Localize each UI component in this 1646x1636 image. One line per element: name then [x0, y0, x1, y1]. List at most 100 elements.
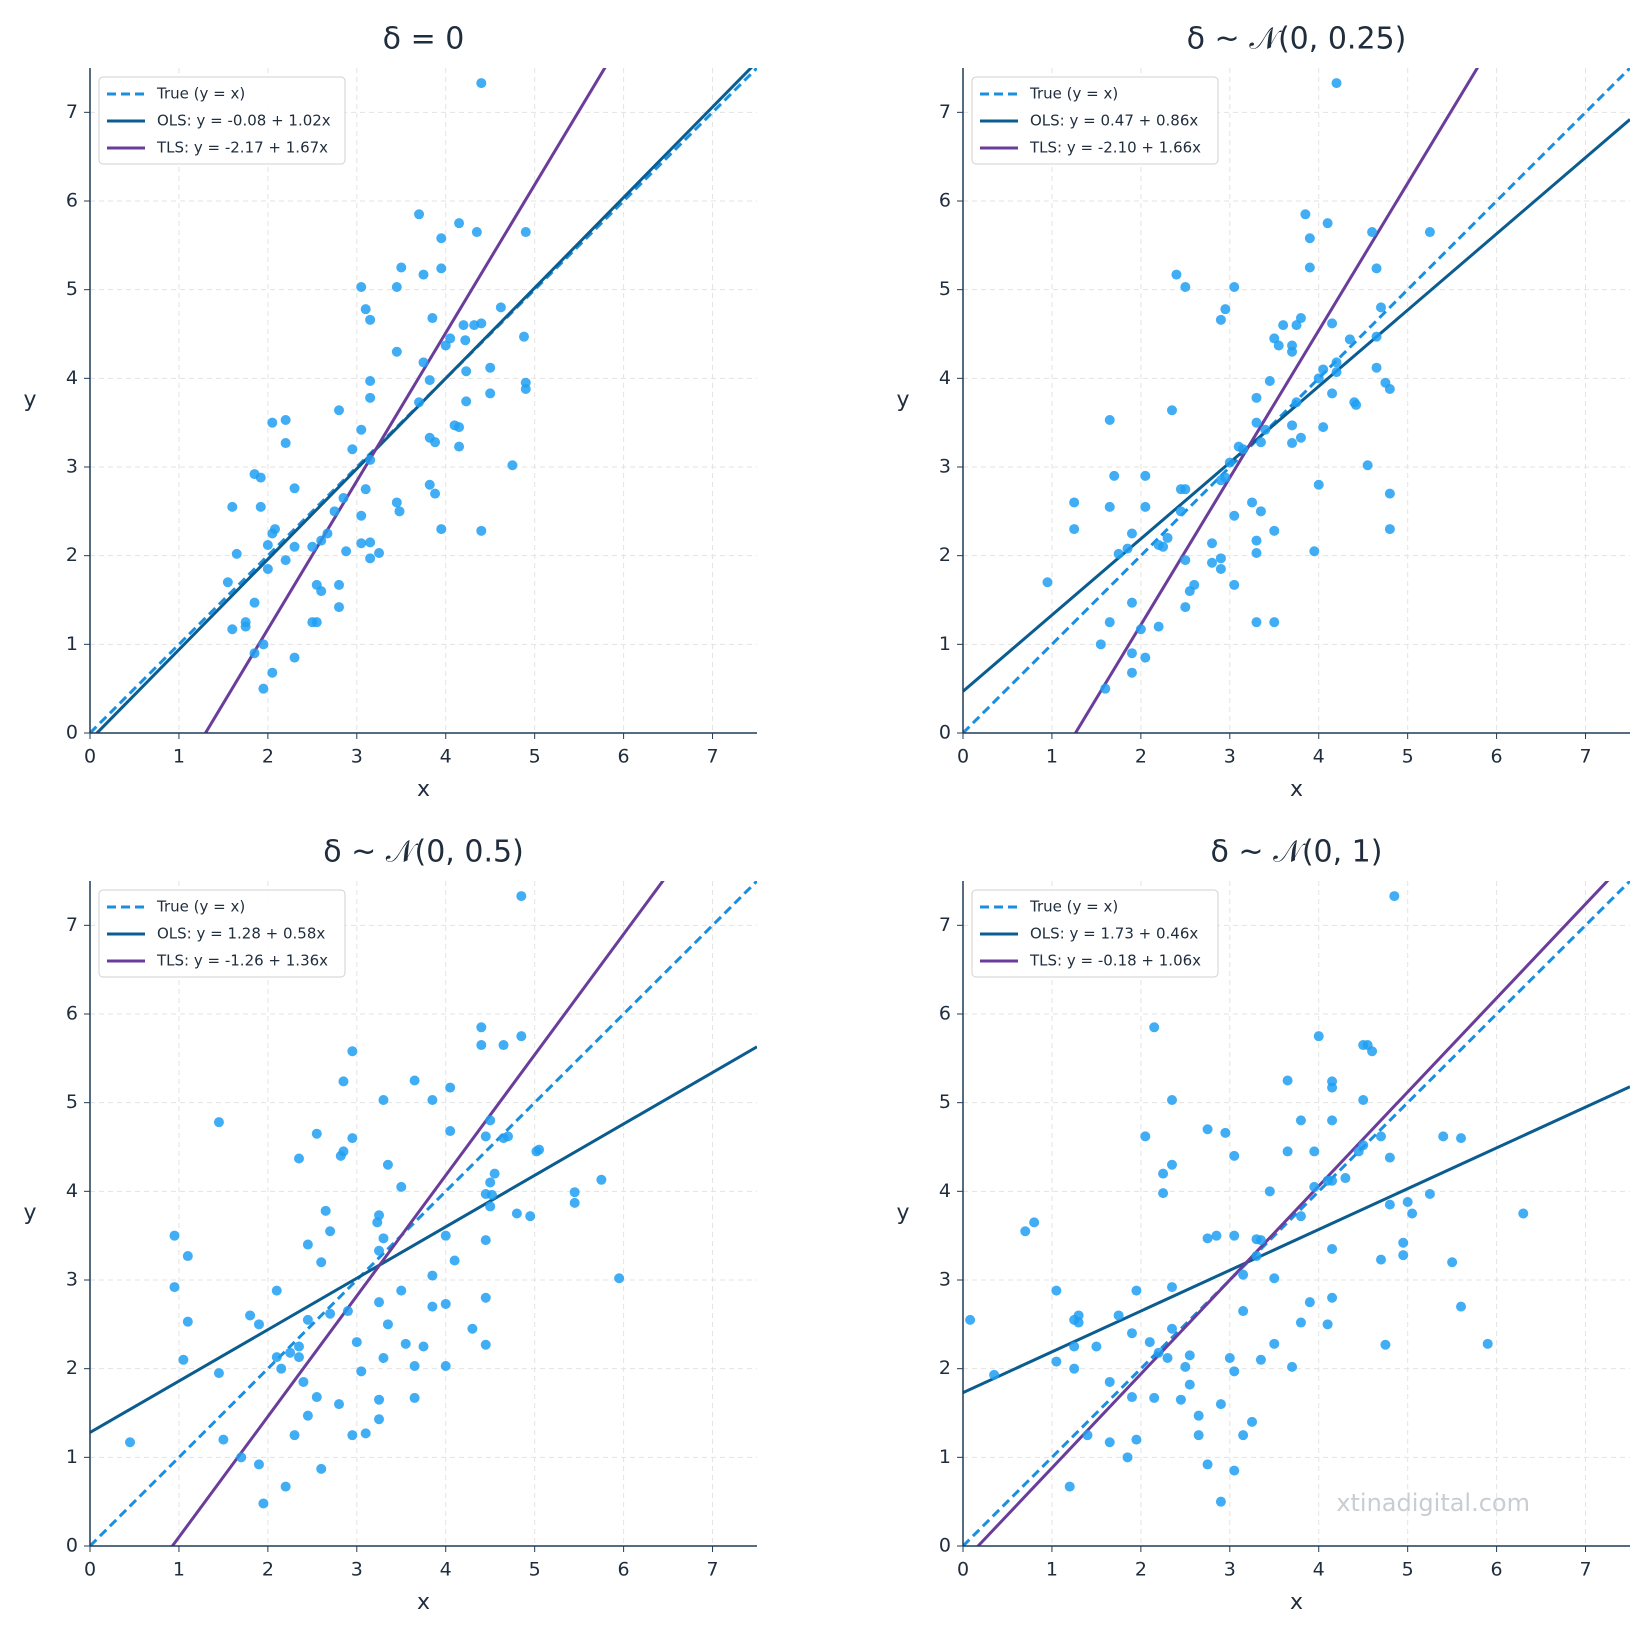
scatter-point — [440, 1230, 451, 1241]
scatter-point — [461, 366, 472, 377]
scatter-point — [1389, 891, 1400, 902]
scatter-point — [1122, 1452, 1133, 1463]
scatter-point — [218, 1434, 229, 1445]
scatter-point — [1456, 1301, 1467, 1312]
scatter-point — [1295, 1317, 1306, 1328]
scatter-point — [365, 314, 376, 325]
scatter-point — [258, 683, 269, 694]
subplot: δ ~ 𝒩(0, 1) x y 0 1 2 3 4 5 6 7 0 1 2 3 4 5 6 7 True (y = x… — [896, 835, 1630, 1615]
scatter-point — [1104, 617, 1115, 628]
scatter-point — [1278, 320, 1289, 331]
scatter-point — [1166, 1159, 1177, 1170]
scatter-point — [1260, 424, 1271, 435]
scatter-point — [1269, 525, 1280, 536]
scatter-point — [182, 1316, 193, 1327]
scatter-point — [1229, 579, 1240, 590]
scatter-point — [1327, 1082, 1338, 1093]
scatter-point — [1126, 597, 1137, 608]
scatter-point — [1104, 501, 1115, 512]
scatter-point — [356, 510, 367, 521]
scatter-point — [302, 1314, 313, 1325]
y-tick-label: 7 — [939, 101, 951, 123]
scatter-point — [1184, 1379, 1195, 1390]
scatter-point — [255, 472, 266, 483]
y-tick-label: 3 — [66, 1269, 78, 1291]
x-axis-label: x — [417, 1590, 430, 1615]
scatter-point — [1380, 1339, 1391, 1350]
scatter-point — [391, 346, 402, 357]
y-tick-label: 2 — [66, 544, 78, 566]
scatter-point — [440, 1298, 451, 1309]
scatter-point — [1295, 1211, 1306, 1222]
scatter-point — [1229, 282, 1240, 293]
scatter-point — [262, 540, 273, 551]
scatter-point — [1158, 1188, 1169, 1199]
scatter-point — [334, 579, 345, 590]
scatter-point — [280, 438, 291, 449]
legend-label: True (y = x) — [156, 898, 245, 916]
legend-label: TLS: y = -2.10 + 1.66x — [1029, 139, 1201, 157]
legend-box — [98, 889, 346, 978]
scatter-point — [1375, 1131, 1386, 1142]
scatter-point — [249, 648, 260, 659]
scatter-point — [1229, 1230, 1240, 1241]
x-tick-label: 3 — [1224, 1559, 1236, 1581]
scatter-point — [1162, 1353, 1173, 1364]
scatter-point — [485, 1115, 496, 1126]
fit-line — [976, 881, 1610, 1546]
scatter-point — [1166, 405, 1177, 416]
scatter-point — [458, 320, 469, 331]
scatter-point — [249, 597, 260, 608]
scatter-point — [351, 1337, 362, 1348]
scatter-point — [1082, 1430, 1093, 1441]
scatter-point — [1313, 1031, 1324, 1042]
scatter-point — [409, 1075, 420, 1086]
scatter-point — [569, 1187, 580, 1198]
subplot-title: δ ~ 𝒩(0, 1) — [1211, 835, 1383, 870]
scatter-point — [427, 313, 438, 324]
scatter-point — [1064, 1481, 1075, 1492]
scatter-point — [356, 1366, 367, 1377]
legend: True (y = x) OLS: y = 0.47 + 0.86x TLS: y … — [971, 76, 1219, 165]
y-tick-label: 3 — [66, 456, 78, 478]
fit-line — [203, 68, 607, 733]
scatter-point — [1171, 269, 1182, 280]
scatter-point — [182, 1251, 193, 1262]
fit-line — [963, 881, 1630, 1546]
y-axis-label: y — [23, 388, 36, 413]
scatter-point — [1375, 302, 1386, 313]
scatter-point — [1180, 602, 1191, 613]
scatter-point — [347, 444, 358, 455]
x-tick-label: 4 — [1313, 1559, 1325, 1581]
scatter-point — [1309, 1146, 1320, 1157]
scatter-point — [480, 1235, 491, 1246]
scatter-point — [213, 1117, 224, 1128]
y-tick-label: 4 — [939, 1180, 951, 1202]
scatter-point — [329, 506, 340, 517]
scatter-point — [1255, 1235, 1266, 1246]
scatter-point — [1322, 218, 1333, 229]
scatter-point — [1331, 78, 1342, 89]
scatter-point — [125, 1437, 136, 1448]
scatter-point — [1211, 1230, 1222, 1241]
scatter-point — [1287, 438, 1298, 449]
scatter-point — [436, 263, 447, 274]
scatter-point — [1375, 1254, 1386, 1265]
legend-label: TLS: y = -1.26 + 1.36x — [156, 952, 328, 970]
scatter-point — [418, 357, 429, 368]
scatter-point — [1318, 364, 1329, 375]
scatter-point — [480, 1339, 491, 1350]
scatter-point — [360, 304, 371, 315]
x-tick-label: 5 — [529, 1559, 541, 1581]
y-tick-label: 0 — [66, 1535, 78, 1557]
scatter-point — [1309, 546, 1320, 557]
scatter-point — [502, 1131, 513, 1142]
scatter-point — [1251, 1251, 1262, 1262]
x-axis-label: x — [417, 777, 430, 802]
scatter-point — [396, 262, 407, 273]
scatter-point — [1269, 617, 1280, 628]
scatter-point — [518, 331, 529, 342]
scatter-point — [485, 1177, 496, 1188]
scatter-point — [1251, 548, 1262, 559]
scatter-point — [1384, 1199, 1395, 1210]
